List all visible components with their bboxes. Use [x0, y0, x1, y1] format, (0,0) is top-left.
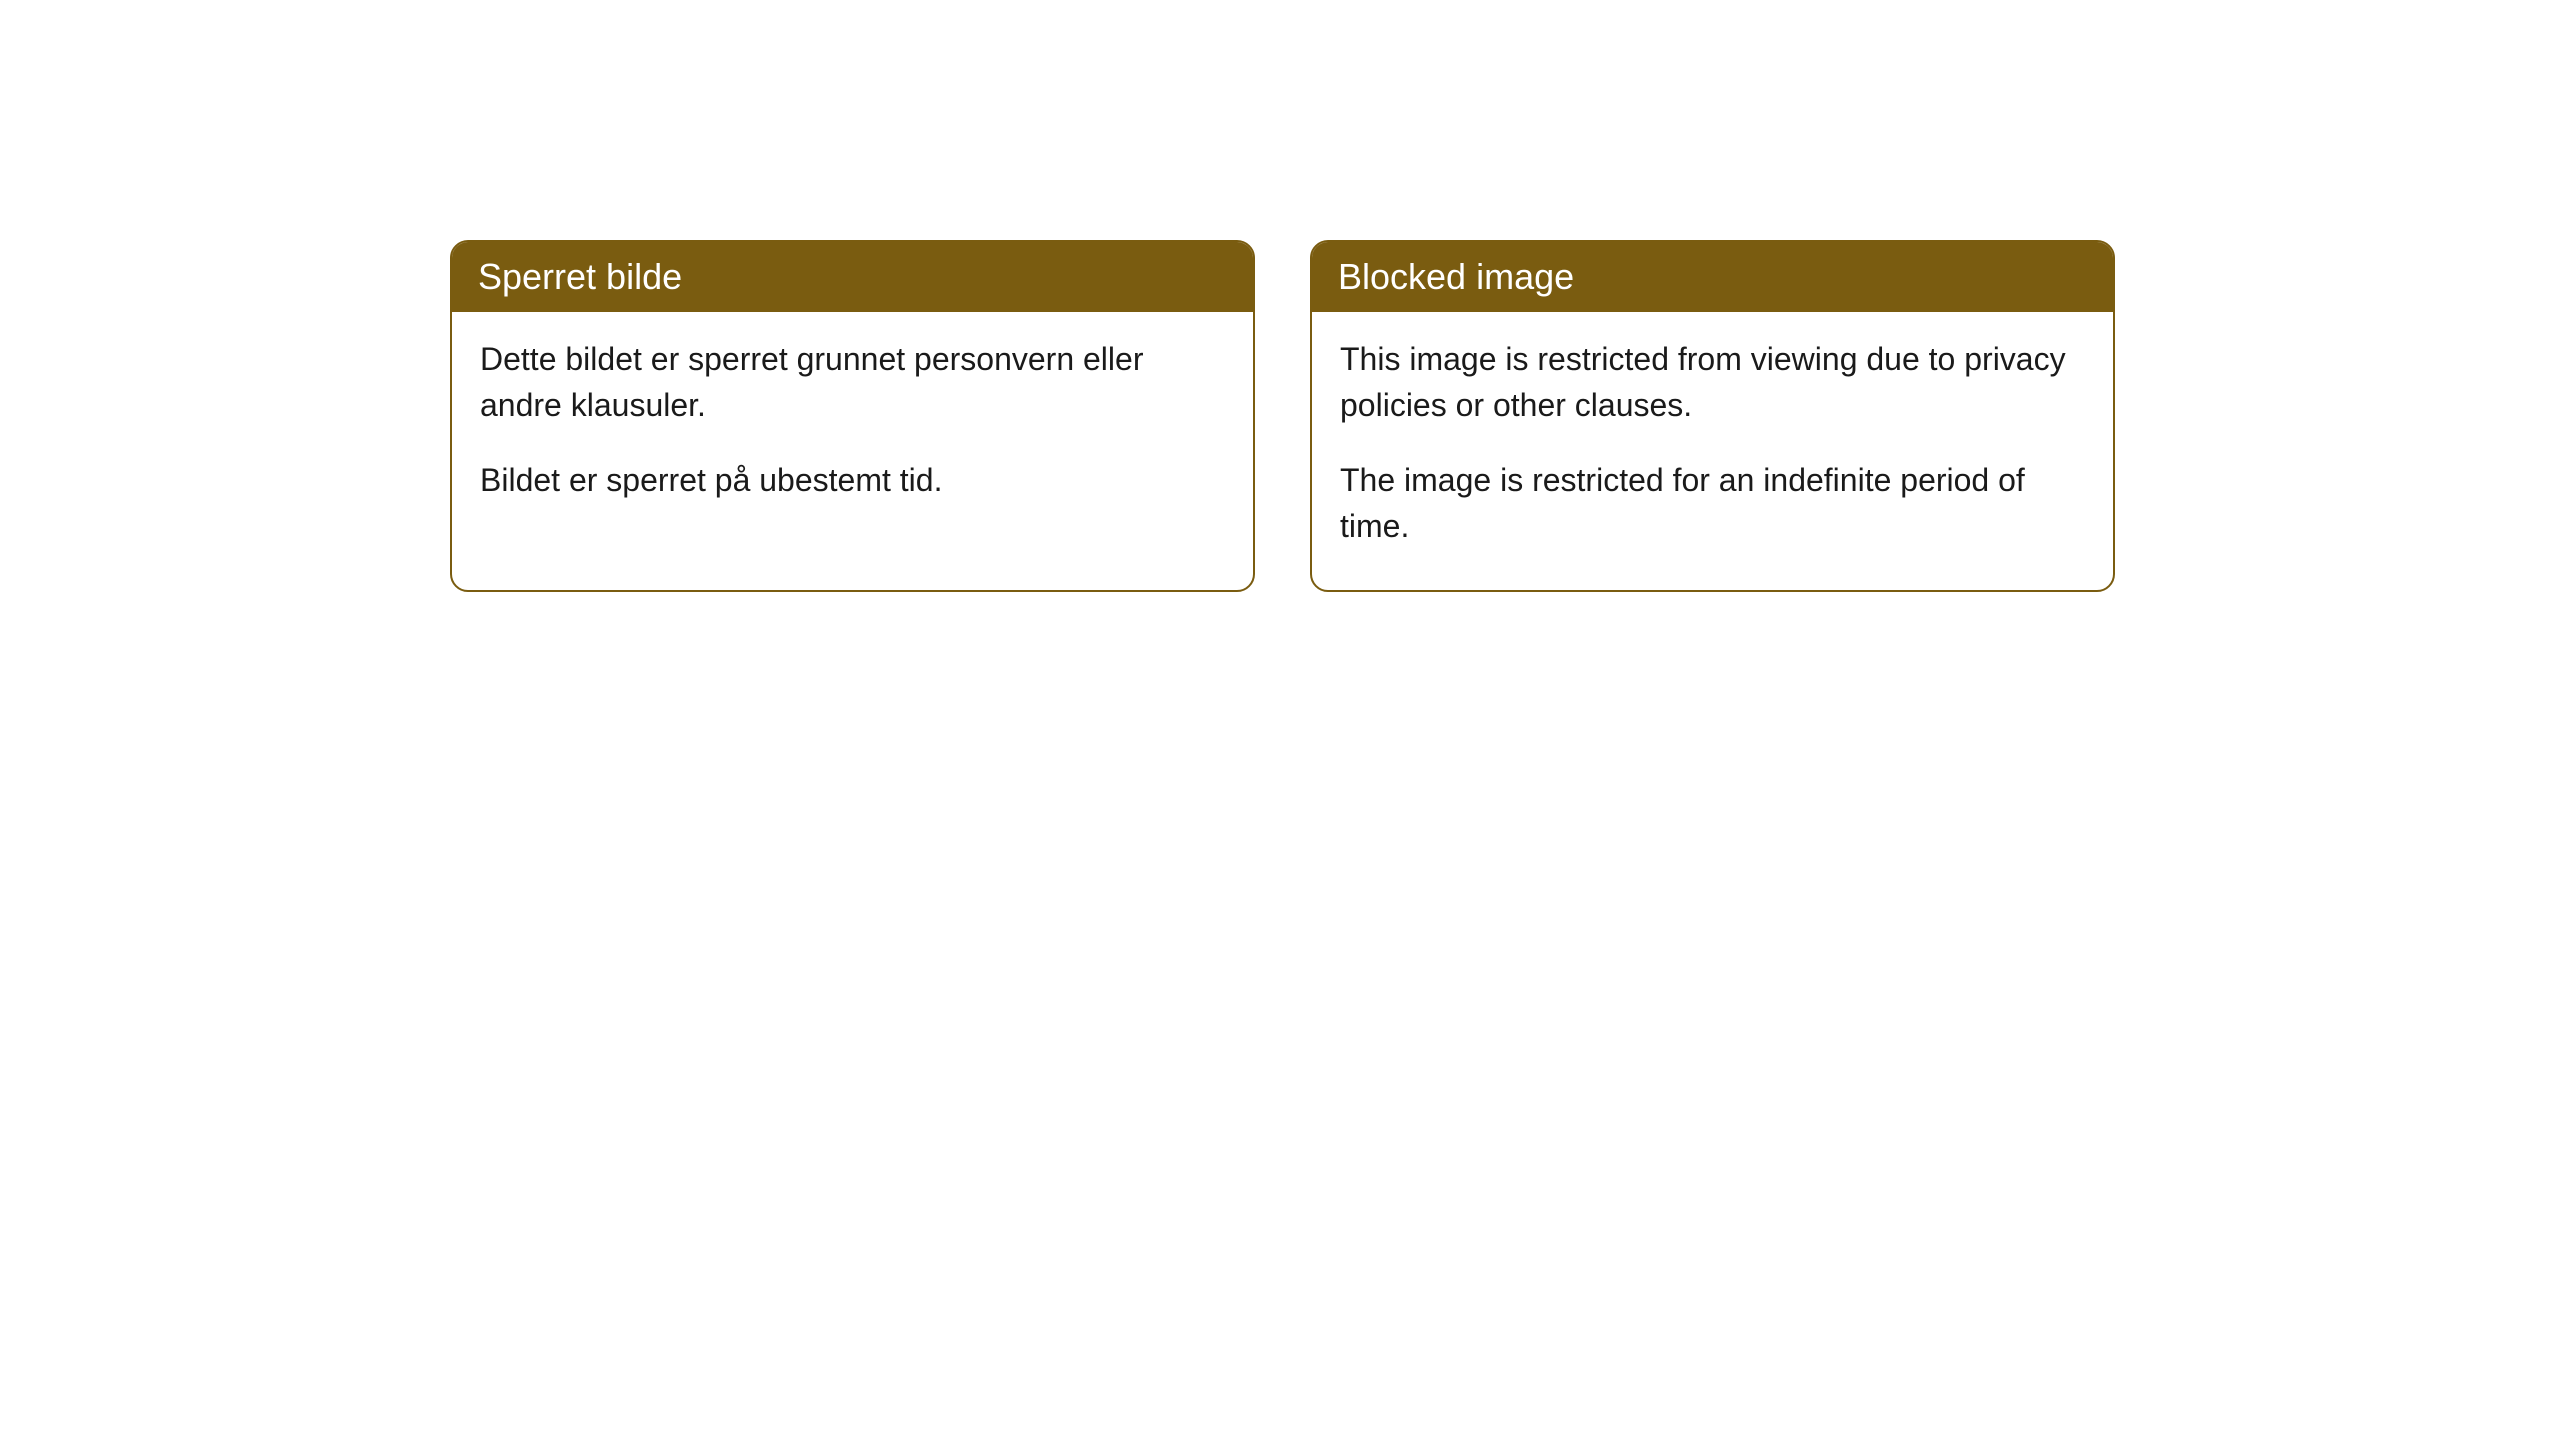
notice-cards-container: Sperret bilde Dette bildet er sperret gr…	[450, 240, 2560, 592]
blocked-image-card-english: Blocked image This image is restricted f…	[1310, 240, 2115, 592]
card-paragraph: This image is restricted from viewing du…	[1340, 336, 2085, 429]
card-title: Sperret bilde	[478, 256, 682, 297]
blocked-image-card-norwegian: Sperret bilde Dette bildet er sperret gr…	[450, 240, 1255, 592]
card-header: Sperret bilde	[452, 242, 1253, 312]
card-paragraph: Bildet er sperret på ubestemt tid.	[480, 457, 1225, 503]
card-title: Blocked image	[1338, 256, 1574, 297]
card-body: Dette bildet er sperret grunnet personve…	[452, 312, 1253, 543]
card-body: This image is restricted from viewing du…	[1312, 312, 2113, 590]
card-paragraph: The image is restricted for an indefinit…	[1340, 457, 2085, 550]
card-header: Blocked image	[1312, 242, 2113, 312]
card-paragraph: Dette bildet er sperret grunnet personve…	[480, 336, 1225, 429]
